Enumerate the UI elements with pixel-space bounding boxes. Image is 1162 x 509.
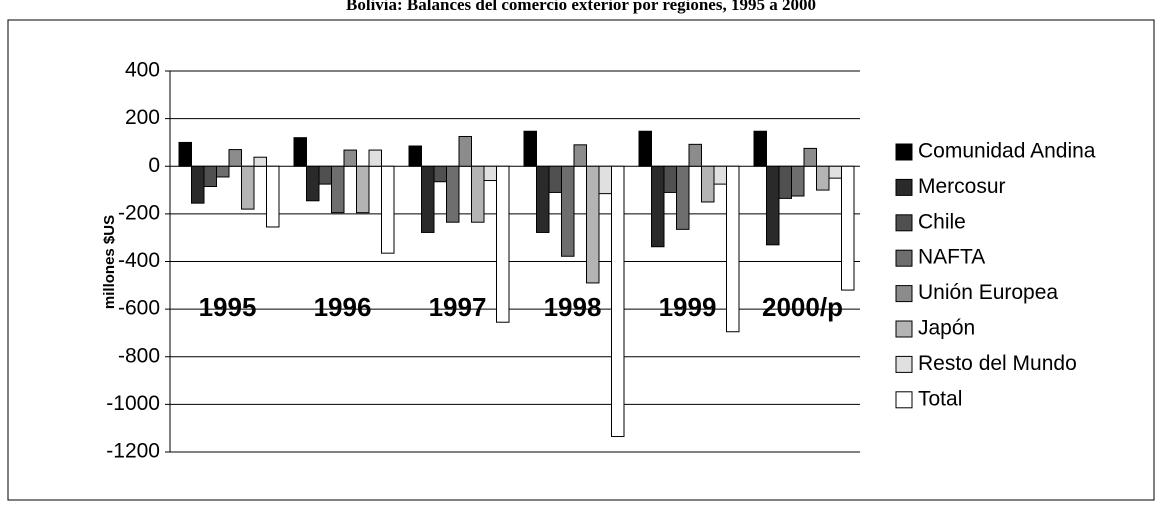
- bar: [356, 165, 370, 214]
- y-tick-label: 0: [148, 154, 160, 177]
- category-label: 1998: [544, 292, 602, 322]
- bar: [701, 165, 715, 203]
- bar: [766, 165, 780, 246]
- bar: [803, 147, 817, 167]
- legend-swatch: [895, 214, 913, 232]
- legend-label: Comunidad Andina: [918, 140, 1096, 163]
- bar: [651, 165, 665, 248]
- bar: [688, 143, 702, 167]
- legend-swatch: [895, 320, 913, 338]
- bar: [726, 165, 740, 333]
- legend-label: NAFTA: [918, 246, 985, 269]
- legend-swatch: [895, 285, 913, 303]
- bar: [483, 165, 497, 182]
- bar: [523, 130, 537, 167]
- bar: [638, 130, 652, 167]
- y-tick-label: -1000: [106, 392, 160, 415]
- bar: [446, 165, 460, 223]
- bar: [381, 165, 395, 254]
- legend-swatch: [895, 391, 913, 409]
- legend-label: Japón: [918, 317, 975, 340]
- bar: [713, 165, 727, 185]
- legend-label: Resto del Mundo: [918, 352, 1077, 375]
- chart-border: [7, 19, 1155, 501]
- bar: [663, 165, 677, 193]
- bar: [293, 137, 307, 167]
- bar: [791, 165, 805, 197]
- bar: [318, 165, 332, 185]
- bar: [676, 165, 690, 230]
- bar: [433, 165, 447, 183]
- category-label: 1997: [429, 292, 487, 322]
- bar: [598, 165, 612, 195]
- bar: [778, 165, 792, 199]
- bar: [586, 165, 600, 284]
- bar: [331, 165, 345, 214]
- bar: [471, 165, 485, 223]
- y-tick-label: 200: [125, 106, 160, 129]
- y-tick-label: -800: [118, 344, 160, 367]
- bar: [816, 165, 830, 191]
- y-axis-label: millones $US: [101, 215, 118, 309]
- bar: [496, 165, 510, 323]
- y-tick-label: -200: [118, 201, 160, 224]
- legend-label: Chile: [918, 210, 966, 233]
- category-label: 1999: [659, 292, 717, 322]
- bar: [573, 144, 587, 167]
- legend-swatch: [895, 143, 913, 161]
- bar: [841, 165, 855, 291]
- bar: [343, 149, 357, 167]
- y-tick-label: -600: [118, 297, 160, 320]
- y-tick-label: -1200: [106, 440, 160, 463]
- legend-label: Mercosur: [918, 175, 1006, 198]
- legend-swatch: [895, 355, 913, 373]
- bar: [421, 165, 435, 233]
- y-tick-label: 400: [125, 59, 160, 82]
- bar: [611, 165, 625, 438]
- bar: [458, 135, 472, 167]
- legend-label: Total: [918, 387, 962, 410]
- bar: [191, 165, 205, 204]
- bar: [306, 165, 320, 202]
- bar: [753, 130, 767, 167]
- bar: [241, 165, 255, 210]
- bar: [253, 156, 267, 167]
- category-label: 2000/p: [762, 292, 843, 322]
- chart-title: Bolivia: Balances del comercio exterior …: [346, 0, 816, 14]
- legend-swatch: [895, 249, 913, 267]
- bar: [266, 165, 280, 228]
- bar: [561, 165, 575, 257]
- bar: [228, 149, 242, 167]
- legend-swatch: [895, 178, 913, 196]
- bar: [368, 149, 382, 167]
- legend-label: Unión Europea: [918, 281, 1058, 304]
- y-tick-label: -400: [118, 249, 160, 272]
- bar: [548, 165, 562, 193]
- bar: [536, 165, 550, 233]
- category-label: 1995: [199, 292, 257, 322]
- bar: [203, 165, 217, 187]
- category-label: 1996: [314, 292, 372, 322]
- bar: [828, 165, 842, 179]
- bar: [216, 165, 230, 178]
- bar: [178, 141, 192, 167]
- bar: [408, 145, 422, 167]
